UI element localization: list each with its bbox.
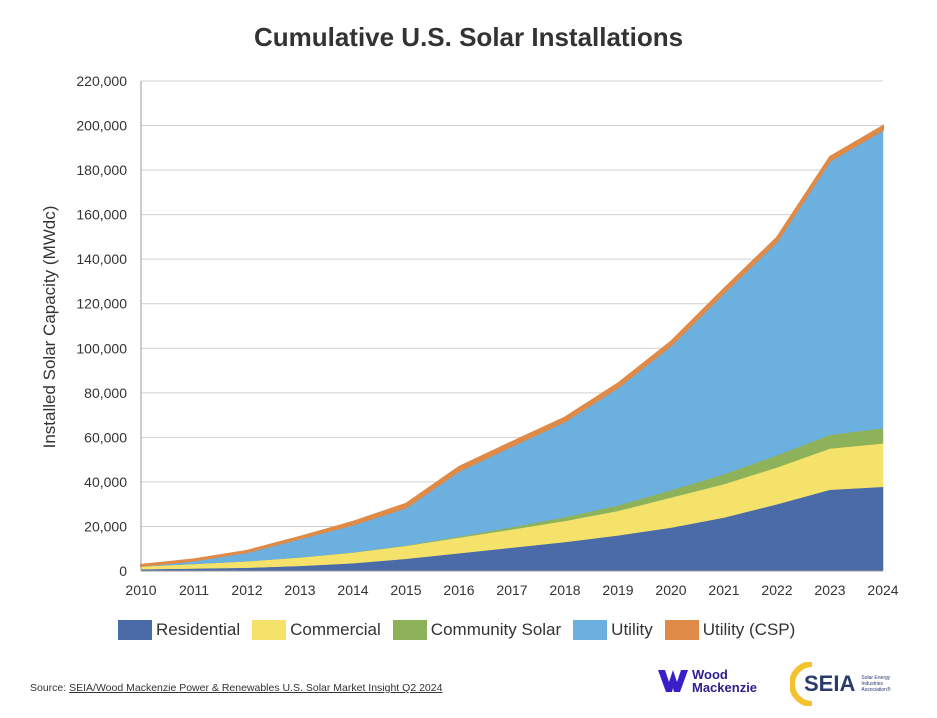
legend-item-residential: Residential — [118, 620, 240, 640]
x-tick-label: 2014 — [337, 582, 368, 598]
y-tick-label: 120,000 — [76, 296, 127, 312]
x-tick-label: 2016 — [443, 582, 474, 598]
x-tick-label: 2023 — [814, 582, 845, 598]
source-note: Source: SEIA/Wood Mackenzie Power & Rene… — [30, 682, 442, 694]
y-axis-label: Installed Solar Capacity (MWdc) — [40, 206, 59, 449]
axes: 0 20,000 40,000 60,000 80,000 100,000 120,000 1… — [76, 73, 898, 598]
legend-swatch — [664, 620, 699, 640]
x-tick-label: 2021 — [708, 582, 739, 598]
y-tick-label: 0 — [119, 563, 127, 579]
chart-title: Cumulative U.S. Solar Installations — [253, 22, 684, 52]
legend-label: Community Solar — [430, 620, 562, 639]
wood-mackenzie-logo: Wood Mackenzie — [658, 668, 757, 694]
legend-swatch — [573, 620, 608, 640]
legend-item-community-solar: Community Solar — [392, 620, 562, 640]
x-tick-label: 2013 — [284, 582, 315, 598]
seia-logo: SEIA Solar Energy Industries Association… — [790, 662, 905, 706]
y-tick-label: 220,000 — [76, 73, 127, 89]
legend-label: Commercial — [290, 620, 381, 639]
wood-mackenzie-icon — [658, 670, 688, 692]
x-tick-label: 2010 — [125, 582, 156, 598]
y-tick-label: 140,000 — [76, 251, 127, 267]
legend-swatch — [252, 620, 287, 640]
legend-swatch — [118, 620, 152, 640]
chart-legend: Residential Commercial Community Solar U… — [118, 620, 807, 640]
wm-line2: Mackenzie — [692, 680, 758, 695]
x-tick-label: 2011 — [179, 582, 209, 598]
x-tick-label: 2022 — [761, 582, 792, 598]
x-tick-label: 2015 — [390, 582, 421, 598]
y-tick-label: 40,000 — [84, 474, 127, 490]
seia-sun-icon — [790, 662, 813, 706]
legend-swatch — [392, 620, 427, 640]
y-tick-label: 200,000 — [76, 118, 127, 134]
y-tick-label: 180,000 — [76, 162, 127, 178]
source-link[interactable]: SEIA/Wood Mackenzie Power & Renewables U… — [69, 682, 443, 694]
legend-label: Utility — [611, 620, 653, 639]
legend-item-utility: Utility — [573, 620, 653, 640]
y-tick-label: 160,000 — [76, 207, 127, 223]
x-tick-label: 2012 — [231, 582, 262, 598]
seia-wordmark: SEIA — [804, 671, 856, 696]
area-utility-csp — [140, 124, 884, 568]
source-prefix: Source: — [30, 682, 70, 694]
legend-label: Utility (CSP) — [702, 620, 796, 639]
y-tick-label: 20,000 — [84, 518, 127, 534]
wm-line1: Wood — [692, 667, 728, 682]
x-tick-label: 2024 — [867, 582, 898, 598]
x-tick-label: 2020 — [655, 582, 686, 598]
y-tick-label: 60,000 — [84, 429, 127, 445]
x-tick-label: 2017 — [496, 582, 527, 598]
legend-label: Residential — [156, 620, 241, 639]
y-tick-label: 80,000 — [84, 385, 127, 401]
legend-item-utility-csp: Utility (CSP) — [664, 620, 796, 640]
y-tick-label: 100,000 — [76, 340, 127, 356]
x-tick-label: 2018 — [549, 582, 580, 598]
x-tick-label: 2019 — [602, 582, 633, 598]
legend-item-commercial: Commercial — [252, 620, 381, 640]
stacked-areas — [140, 124, 884, 572]
seia-subtitle: Solar Energy Industries Association® — [861, 675, 891, 693]
